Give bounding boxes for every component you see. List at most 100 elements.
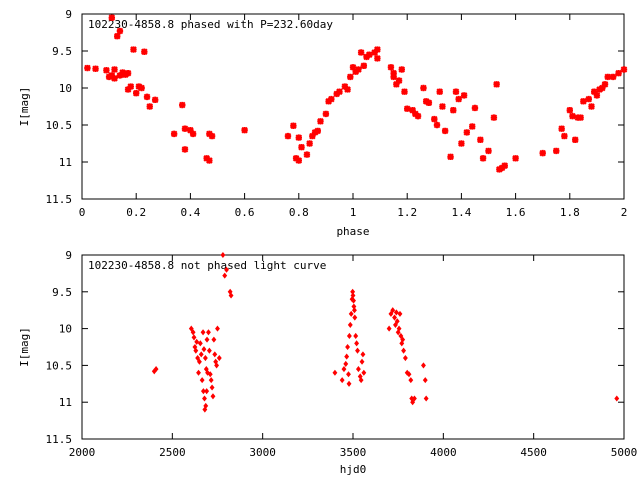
data-point	[479, 155, 487, 162]
data-point	[206, 157, 213, 164]
data-point	[201, 346, 207, 353]
data-point	[206, 329, 211, 336]
data-point	[124, 86, 132, 93]
x-tick-label: 0.2	[126, 206, 146, 219]
data-point	[349, 64, 357, 71]
data-point	[352, 314, 358, 321]
data-point	[345, 343, 351, 351]
data-point	[374, 55, 381, 62]
data-point	[306, 140, 313, 147]
data-point	[571, 136, 579, 144]
data-point	[200, 329, 206, 336]
data-point	[614, 395, 620, 402]
data-point	[336, 88, 343, 95]
data-point	[471, 104, 479, 112]
y-tick-label: 9.5	[52, 45, 72, 58]
x-tick-label: 0.8	[289, 206, 309, 219]
data-point	[561, 132, 568, 140]
data-point	[111, 66, 118, 73]
data-point	[191, 334, 197, 341]
data-point	[588, 103, 595, 110]
data-point	[195, 354, 201, 362]
data-point	[220, 251, 226, 259]
y-tick-label: 9.5	[52, 286, 72, 299]
data-point	[124, 69, 132, 77]
data-point	[170, 130, 178, 138]
data-point	[387, 64, 395, 71]
data-point	[341, 83, 349, 90]
data-point	[463, 129, 471, 136]
data-point	[408, 377, 414, 384]
data-point	[396, 325, 402, 332]
data-point	[458, 140, 465, 147]
data-point	[194, 338, 200, 345]
data-point	[609, 73, 617, 81]
y-tick-label: 9	[65, 8, 72, 21]
data-point	[374, 46, 381, 53]
data-point	[346, 371, 351, 378]
data-point	[620, 66, 628, 73]
x-tick-label: 1	[350, 206, 357, 219]
data-point	[411, 395, 417, 402]
data-point	[241, 126, 248, 134]
data-point	[422, 377, 428, 384]
data-point	[558, 125, 565, 132]
data-point	[198, 351, 204, 358]
data-point	[539, 149, 546, 157]
x-tick-label: 4500	[520, 446, 547, 459]
data-point	[197, 358, 202, 365]
data-point	[350, 292, 356, 299]
data-point	[224, 266, 229, 273]
data-point	[455, 95, 462, 103]
data-point	[359, 358, 365, 365]
data-point	[593, 92, 601, 99]
data-point	[354, 340, 360, 347]
data-point	[103, 66, 110, 74]
data-point	[566, 106, 574, 114]
data-point	[441, 127, 449, 135]
data-point	[215, 325, 220, 332]
phased-light-curve-chart: 0 0.2 0.4 0.6 0.8 1 1.2 1.4 1.6 1.8 2 9 9.5 10 10.5 11 1…	[18, 8, 627, 238]
data-point	[569, 112, 576, 120]
data-point	[410, 399, 416, 406]
x-tick-label: 0.4	[180, 206, 200, 219]
data-point	[295, 157, 303, 164]
data-point	[360, 62, 368, 70]
data-point	[344, 86, 351, 93]
data-point	[146, 103, 154, 110]
data-point	[108, 14, 116, 21]
data-point	[190, 329, 196, 336]
data-point	[392, 314, 397, 321]
y-tick-label: 9	[65, 249, 72, 262]
data-point	[423, 395, 429, 402]
data-point	[421, 362, 426, 369]
data-point	[211, 336, 217, 343]
data-point	[355, 66, 362, 73]
x-tick-label: 2500	[159, 446, 186, 459]
data-point	[552, 147, 560, 155]
data-point	[398, 332, 404, 340]
y-tick-label: 11.5	[46, 193, 73, 206]
data-point	[222, 272, 228, 279]
data-point	[92, 65, 99, 73]
data-point	[409, 106, 416, 114]
data-point	[111, 75, 118, 82]
x-tick-label: 0	[79, 206, 86, 219]
data-point	[208, 132, 216, 140]
data-point	[322, 110, 330, 118]
data-point	[580, 98, 587, 105]
data-point	[601, 81, 609, 88]
data-point	[452, 88, 460, 95]
data-point	[395, 77, 403, 84]
x-tick-label: 1.6	[506, 206, 526, 219]
data-point	[199, 377, 205, 384]
data-point	[346, 332, 352, 340]
data-point	[599, 84, 606, 92]
data-point	[414, 112, 422, 120]
data-point	[406, 371, 412, 378]
x-tick-label: 3500	[340, 446, 367, 459]
data-point	[196, 369, 201, 376]
data-point	[344, 353, 350, 360]
data-point	[348, 310, 354, 317]
data-point	[388, 310, 394, 317]
